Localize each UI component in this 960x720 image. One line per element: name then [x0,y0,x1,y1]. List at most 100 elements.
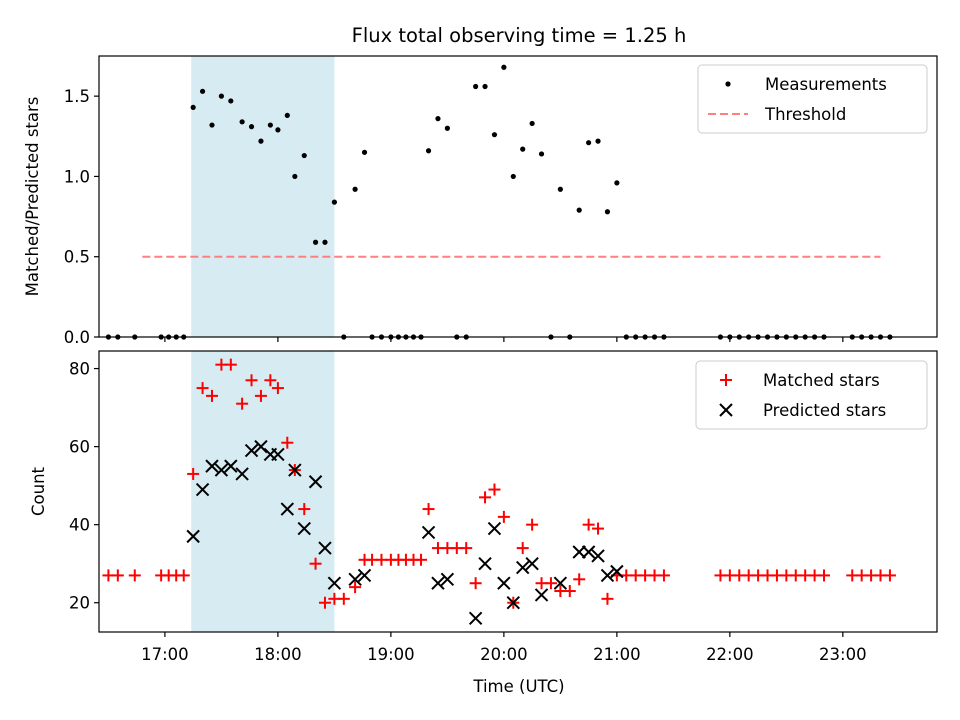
matched-star-point [349,581,362,594]
legend-predicted-label: Predicted stars [763,401,886,420]
top-y-ticks: 0.0 0.5 1.0 1.5 [64,87,99,347]
predicted-star-point [581,545,596,559]
matched-star-point [469,577,482,590]
x-tick-label: 18:00 [254,645,302,664]
measurement-point [312,239,319,245]
predicted-star-point [440,572,455,587]
predicted-star-point [235,467,249,481]
predicted-star-point [431,576,445,590]
legend-predicted-marker [719,403,733,417]
measurement-point [292,173,298,180]
measurement-point [604,209,611,215]
predicted-star-point [205,459,219,473]
bottom-y-tick-label: 40 [69,516,90,535]
matched-star-point [177,569,190,582]
measurement-point [501,64,507,70]
predicted-star-point [327,576,342,590]
predicted-star-point [591,549,605,563]
x-axis-label: Time (UTC) [472,677,564,696]
predicted-star-point [195,482,210,497]
matched-star-point [128,569,141,582]
matched-star-point [236,397,249,410]
predicted-star-point [318,541,332,555]
measurement-point [199,88,206,94]
measurement-points [105,64,893,340]
measurement-point [267,122,273,128]
measurement-point [239,119,245,125]
predicted-star-point [497,576,511,590]
legend-matched-label: Matched stars [763,371,880,390]
predicted-star-point [297,521,311,536]
x-tick-label: 23:00 [819,645,867,664]
measurement-point [284,112,290,119]
matched-star-point [415,553,428,566]
matched-star-point [460,542,473,555]
measurement-point [435,116,441,122]
predicted-star-point [610,564,624,579]
measurement-point [529,120,535,127]
matched-star-point [281,436,294,449]
predicted-star-point [487,521,502,536]
predicted-star-point [244,443,259,458]
matched-star-point [224,358,237,371]
matched-star-point [573,573,586,586]
bottom-y-axis-label: Count [29,466,48,516]
top-y-tick-label: 0.5 [64,248,90,267]
measurement-point [352,186,358,192]
predicted-star-point [516,560,530,575]
predicted-star-point [214,463,229,477]
predicted-star-point [421,525,436,540]
predicted-star-point [572,545,586,559]
top-shaded-span [191,56,335,337]
matched-star-point [422,503,435,516]
matched-star-point [582,518,595,531]
legend-measurements-label: Measurements [765,75,887,94]
bottom-y-tick-label: 80 [69,360,90,379]
top-axes-frame [98,55,938,338]
bottom-legend-box [695,360,928,430]
top-legend-box [697,64,928,134]
top-y-tick-label: 1.0 [64,167,90,186]
predicted-star-point [224,459,238,473]
predicted-stars-points [186,439,624,626]
matched-star-point [479,491,492,504]
measurement-point [576,207,582,213]
x-tick-label: 20:00 [480,645,528,664]
top-panel: 0.0 0.5 1.0 1.5 Matched/Predicted stars Mea… [23,55,938,347]
bottom-x-ticks: 17:00 18:00 19:00 20:00 21:00 22:00 23:00 [141,632,867,664]
matched-star-point [245,374,258,387]
matched-star-point [309,557,322,570]
measurement-point [209,122,215,128]
measurement-point [322,239,328,245]
top-y-tick-label: 1.5 [64,87,90,106]
measurement-point [510,173,516,180]
matched-star-point [298,503,311,516]
matched-star-point [497,510,510,523]
measurement-point [491,132,498,138]
matched-star-point [488,483,501,496]
matched-star-point [592,522,605,535]
matched-star-point [264,374,277,387]
top-y-tick-label: 0.0 [64,328,90,347]
measurement-point [538,151,545,157]
measurement-point [218,93,225,99]
predicted-star-point [348,572,362,587]
measurement-point [482,83,488,90]
predicted-star-point [525,556,539,571]
predicted-star-point [186,529,200,544]
matched-star-point [205,389,218,402]
predicted-star-point [357,568,372,583]
measurement-point [557,186,563,192]
measurement-point [425,148,432,154]
predicted-star-point [271,447,285,462]
matched-star-point [601,592,614,605]
matched-star-point [563,585,576,598]
predicted-star-point [280,502,295,516]
matched-star-point [818,569,831,582]
x-tick-label: 19:00 [367,645,415,664]
matched-star-point [544,577,557,590]
bottom-y-tick-label: 60 [69,438,90,457]
measurement-point [595,138,601,144]
bottom-axes-frame [98,350,938,633]
